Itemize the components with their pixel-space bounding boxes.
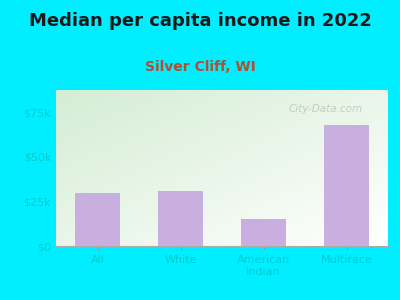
Text: Median per capita income in 2022: Median per capita income in 2022 — [28, 12, 372, 30]
Text: Silver Cliff, WI: Silver Cliff, WI — [145, 60, 255, 74]
Bar — [158, 191, 203, 246]
Bar — [324, 125, 369, 246]
Text: City-Data.com: City-Data.com — [288, 104, 362, 114]
Bar — [241, 219, 286, 246]
Bar — [75, 193, 120, 246]
